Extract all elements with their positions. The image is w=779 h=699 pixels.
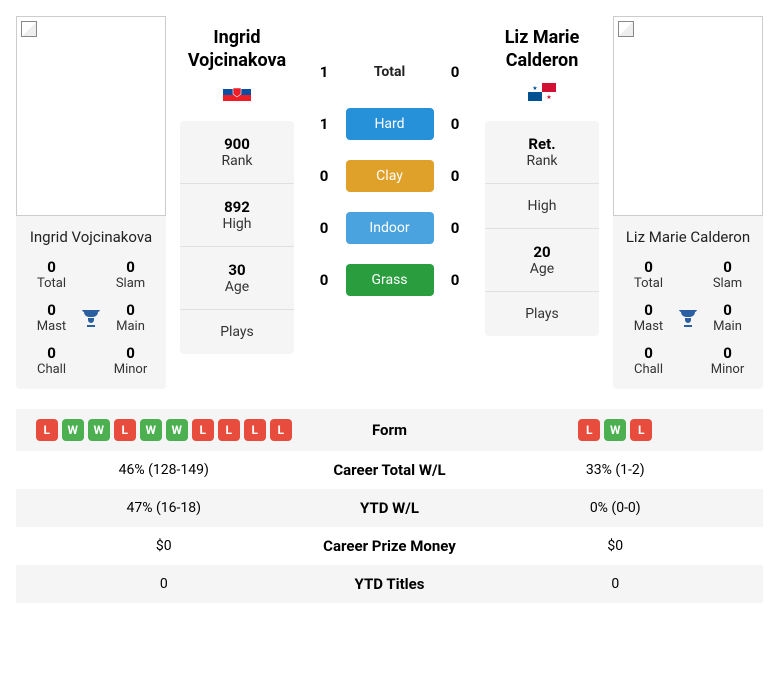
- h2h-row: 0 Clay 0: [314, 160, 465, 192]
- player2-chall: 0Chall: [621, 344, 676, 377]
- h2h-right-val: 0: [445, 219, 465, 237]
- h2h-right-val: 0: [445, 167, 465, 185]
- form-badge: L: [244, 419, 266, 441]
- player2-mast: 0Mast: [621, 301, 676, 334]
- player2-flag-icon: ★★: [528, 83, 556, 101]
- player2-info-column: Liz Marie Calderon ★★ Ret.Rank High 20Ag…: [485, 16, 599, 389]
- player2-name: Liz Marie Calderon: [505, 26, 580, 73]
- table-right-val: 0% (0-0): [480, 500, 752, 516]
- player1-total: 0Total: [24, 258, 79, 291]
- table-label: Career Prize Money: [300, 537, 480, 555]
- table-row: LWWLWWLLLLFormLWL: [16, 409, 763, 451]
- form-badge: W: [88, 419, 110, 441]
- form-badge: L: [192, 419, 214, 441]
- h2h-row: 0 Grass 0: [314, 264, 465, 296]
- surface-label: Grass: [346, 264, 434, 296]
- form-badge: L: [218, 419, 240, 441]
- player1-chall: 0Chall: [24, 344, 79, 377]
- h2h-left-val: 0: [314, 271, 334, 289]
- table-left-val: 46% (128-149): [28, 462, 300, 478]
- player1-form: LWWLWWLLLL: [28, 419, 300, 441]
- player1-mast: 0Mast: [24, 301, 79, 334]
- player2-titles-grid: 0Total 0Slam 0Mast 0Main 0Chall 0Minor: [613, 258, 763, 389]
- player2-main: 0Main: [700, 301, 755, 334]
- player1-card: Ingrid Vojcinakova 0Total 0Slam 0Mast 0M…: [16, 16, 166, 389]
- table-left-val: 47% (16-18): [28, 500, 300, 516]
- table-label: YTD Titles: [300, 575, 480, 593]
- table-right-val: 0: [480, 576, 752, 592]
- table-row: 0YTD Titles0: [16, 565, 763, 603]
- table-left-val: $0: [28, 538, 300, 554]
- player1-flag-icon: [223, 83, 251, 101]
- h2h-right-val: 0: [445, 271, 465, 289]
- h2h-row: 1 Total 0: [314, 56, 465, 88]
- player1-name: Ingrid Vojcinakova: [188, 26, 286, 73]
- player2-slam: 0Slam: [700, 258, 755, 291]
- trophy-icon: [676, 306, 700, 330]
- player1-rank-box: 900Rank 892High 30Age Plays: [180, 121, 294, 354]
- form-badge: L: [630, 419, 652, 441]
- form-badge: W: [140, 419, 162, 441]
- player2-total: 0Total: [621, 258, 676, 291]
- table-label: Form: [300, 421, 480, 439]
- head-to-head-column: 1 Total 0 1 Hard 0 0 Clay 0 0 Indoor 0 0 Grass 0: [308, 16, 471, 389]
- comparison-table: LWWLWWLLLLFormLWL46% (128-149)Career Tot…: [16, 409, 763, 603]
- player2-rank-box: Ret.Rank High 20Age Plays: [485, 121, 599, 336]
- player2-form: LWL: [480, 419, 752, 441]
- h2h-row: 1 Hard 0: [314, 108, 465, 140]
- player2-card: Liz Marie Calderon 0Total 0Slam 0Mast 0M…: [613, 16, 763, 389]
- table-right-val: 33% (1-2): [480, 462, 752, 478]
- form-badge: L: [114, 419, 136, 441]
- table-row: $0Career Prize Money$0: [16, 527, 763, 565]
- surface-label: Total: [346, 56, 434, 88]
- table-label: YTD W/L: [300, 499, 480, 517]
- h2h-left-val: 0: [314, 219, 334, 237]
- table-row: 47% (16-18)YTD W/L0% (0-0): [16, 489, 763, 527]
- trophy-icon: [79, 306, 103, 330]
- svg-text:★: ★: [532, 85, 537, 92]
- h2h-left-val: 1: [314, 63, 334, 81]
- player2-minor: 0Minor: [700, 344, 755, 377]
- player1-slam: 0Slam: [103, 258, 158, 291]
- table-right-val: $0: [480, 538, 752, 554]
- player2-photo: [613, 16, 763, 216]
- player1-main: 0Main: [103, 301, 158, 334]
- h2h-left-val: 0: [314, 167, 334, 185]
- form-badge: W: [604, 419, 626, 441]
- table-label: Career Total W/L: [300, 461, 480, 479]
- h2h-left-val: 1: [314, 115, 334, 133]
- player1-titles-grid: 0Total 0Slam 0Mast 0Main 0Chall 0Minor: [16, 258, 166, 389]
- form-badge: W: [62, 419, 84, 441]
- player1-minor: 0Minor: [103, 344, 158, 377]
- table-left-val: 0: [28, 576, 300, 592]
- form-badge: L: [36, 419, 58, 441]
- surface-label: Indoor: [346, 212, 434, 244]
- player1-photo: [16, 16, 166, 216]
- surface-label: Clay: [346, 160, 434, 192]
- form-badge: L: [270, 419, 292, 441]
- player1-info-column: Ingrid Vojcinakova 900Rank 892High 30Age…: [180, 16, 294, 389]
- h2h-row: 0 Indoor 0: [314, 212, 465, 244]
- player1-name-under-photo: Ingrid Vojcinakova: [16, 216, 166, 258]
- table-row: 46% (128-149)Career Total W/L33% (1-2): [16, 451, 763, 489]
- svg-text:★: ★: [546, 94, 551, 101]
- h2h-right-val: 0: [445, 115, 465, 133]
- form-badge: L: [578, 419, 600, 441]
- player2-name-under-photo: Liz Marie Calderon: [613, 216, 763, 258]
- form-badge: W: [166, 419, 188, 441]
- surface-label: Hard: [346, 108, 434, 140]
- h2h-right-val: 0: [445, 63, 465, 81]
